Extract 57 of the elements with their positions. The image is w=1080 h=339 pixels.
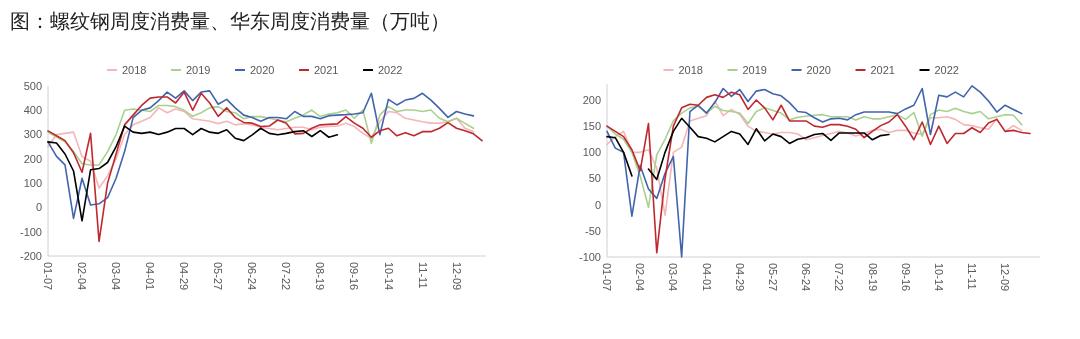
x-tick-label: 09-16 [348, 262, 361, 291]
y-tick-label: 50 [588, 172, 601, 185]
x-tick-label: 02-04 [634, 263, 647, 292]
y-tick-label: 0 [594, 198, 601, 211]
y-tick-label: 200 [582, 93, 601, 106]
line-series [47, 91, 483, 243]
x-tick-label: 05-27 [767, 263, 780, 292]
x-tick-label: 08-19 [866, 263, 879, 292]
x-tick-label: 11-11 [966, 263, 979, 290]
x-tick-label: 01-07 [42, 262, 55, 291]
x-tick-label: 04-29 [178, 262, 191, 291]
x-tick-label: 04-01 [700, 263, 713, 292]
line-series [47, 104, 475, 166]
x-tick-label: 11-11 [416, 262, 429, 289]
x-tick-label: 05-27 [212, 262, 225, 291]
x-tick-label: 06-24 [246, 262, 259, 291]
x-tick-label: 03-04 [667, 263, 680, 292]
y-tick-label: 200 [23, 152, 42, 165]
y-tick-label: -100 [19, 225, 42, 238]
y-tick-label: -200 [19, 249, 42, 262]
x-tick-label: 04-01 [144, 262, 157, 291]
legend-label: 2020 [250, 63, 275, 76]
legend-label: 2021 [314, 63, 339, 76]
x-tick-label: 03-04 [110, 262, 123, 291]
line-series [47, 90, 475, 220]
x-tick-label: 01-07 [601, 263, 614, 292]
y-tick-label: 150 [582, 120, 601, 133]
x-tick-label: 10-14 [932, 263, 945, 292]
y-tick-label: -50 [585, 224, 601, 237]
x-tick-label: 12-09 [999, 263, 1012, 292]
legend-label: 2018 [122, 63, 147, 76]
legend-label: 2020 [806, 63, 831, 76]
legend-label: 2022 [934, 63, 959, 76]
x-tick-label: 06-24 [800, 263, 813, 292]
x-tick-label: 09-16 [899, 263, 912, 292]
x-tick-label: 07-22 [280, 262, 293, 291]
y-tick-label: 0 [35, 201, 42, 214]
legend-label: 2022 [378, 63, 403, 76]
y-tick-label: 500 [23, 79, 42, 92]
legend-label: 2021 [870, 63, 895, 76]
line-series [47, 107, 475, 189]
x-tick-label: 04-29 [733, 263, 746, 292]
chart-title: 图：螺纹钢周度消费量、华东周度消费量（万吨） [10, 9, 450, 33]
x-tick-label: 08-19 [314, 262, 327, 291]
x-tick-label: 07-22 [833, 263, 846, 292]
y-tick-label: 300 [23, 128, 42, 141]
line-series [47, 125, 339, 222]
x-tick-label: 02-04 [76, 262, 89, 291]
y-tick-label: 100 [23, 176, 42, 189]
y-tick-label: -100 [578, 250, 601, 263]
x-tick-label: 12-09 [450, 262, 463, 291]
legend-label: 2018 [678, 63, 703, 76]
y-tick-label: 100 [582, 146, 601, 159]
y-tick-label: 400 [23, 104, 42, 117]
x-tick-label: 10-14 [382, 262, 395, 291]
legend-label: 2019 [742, 63, 767, 76]
legend-label: 2019 [186, 63, 211, 76]
